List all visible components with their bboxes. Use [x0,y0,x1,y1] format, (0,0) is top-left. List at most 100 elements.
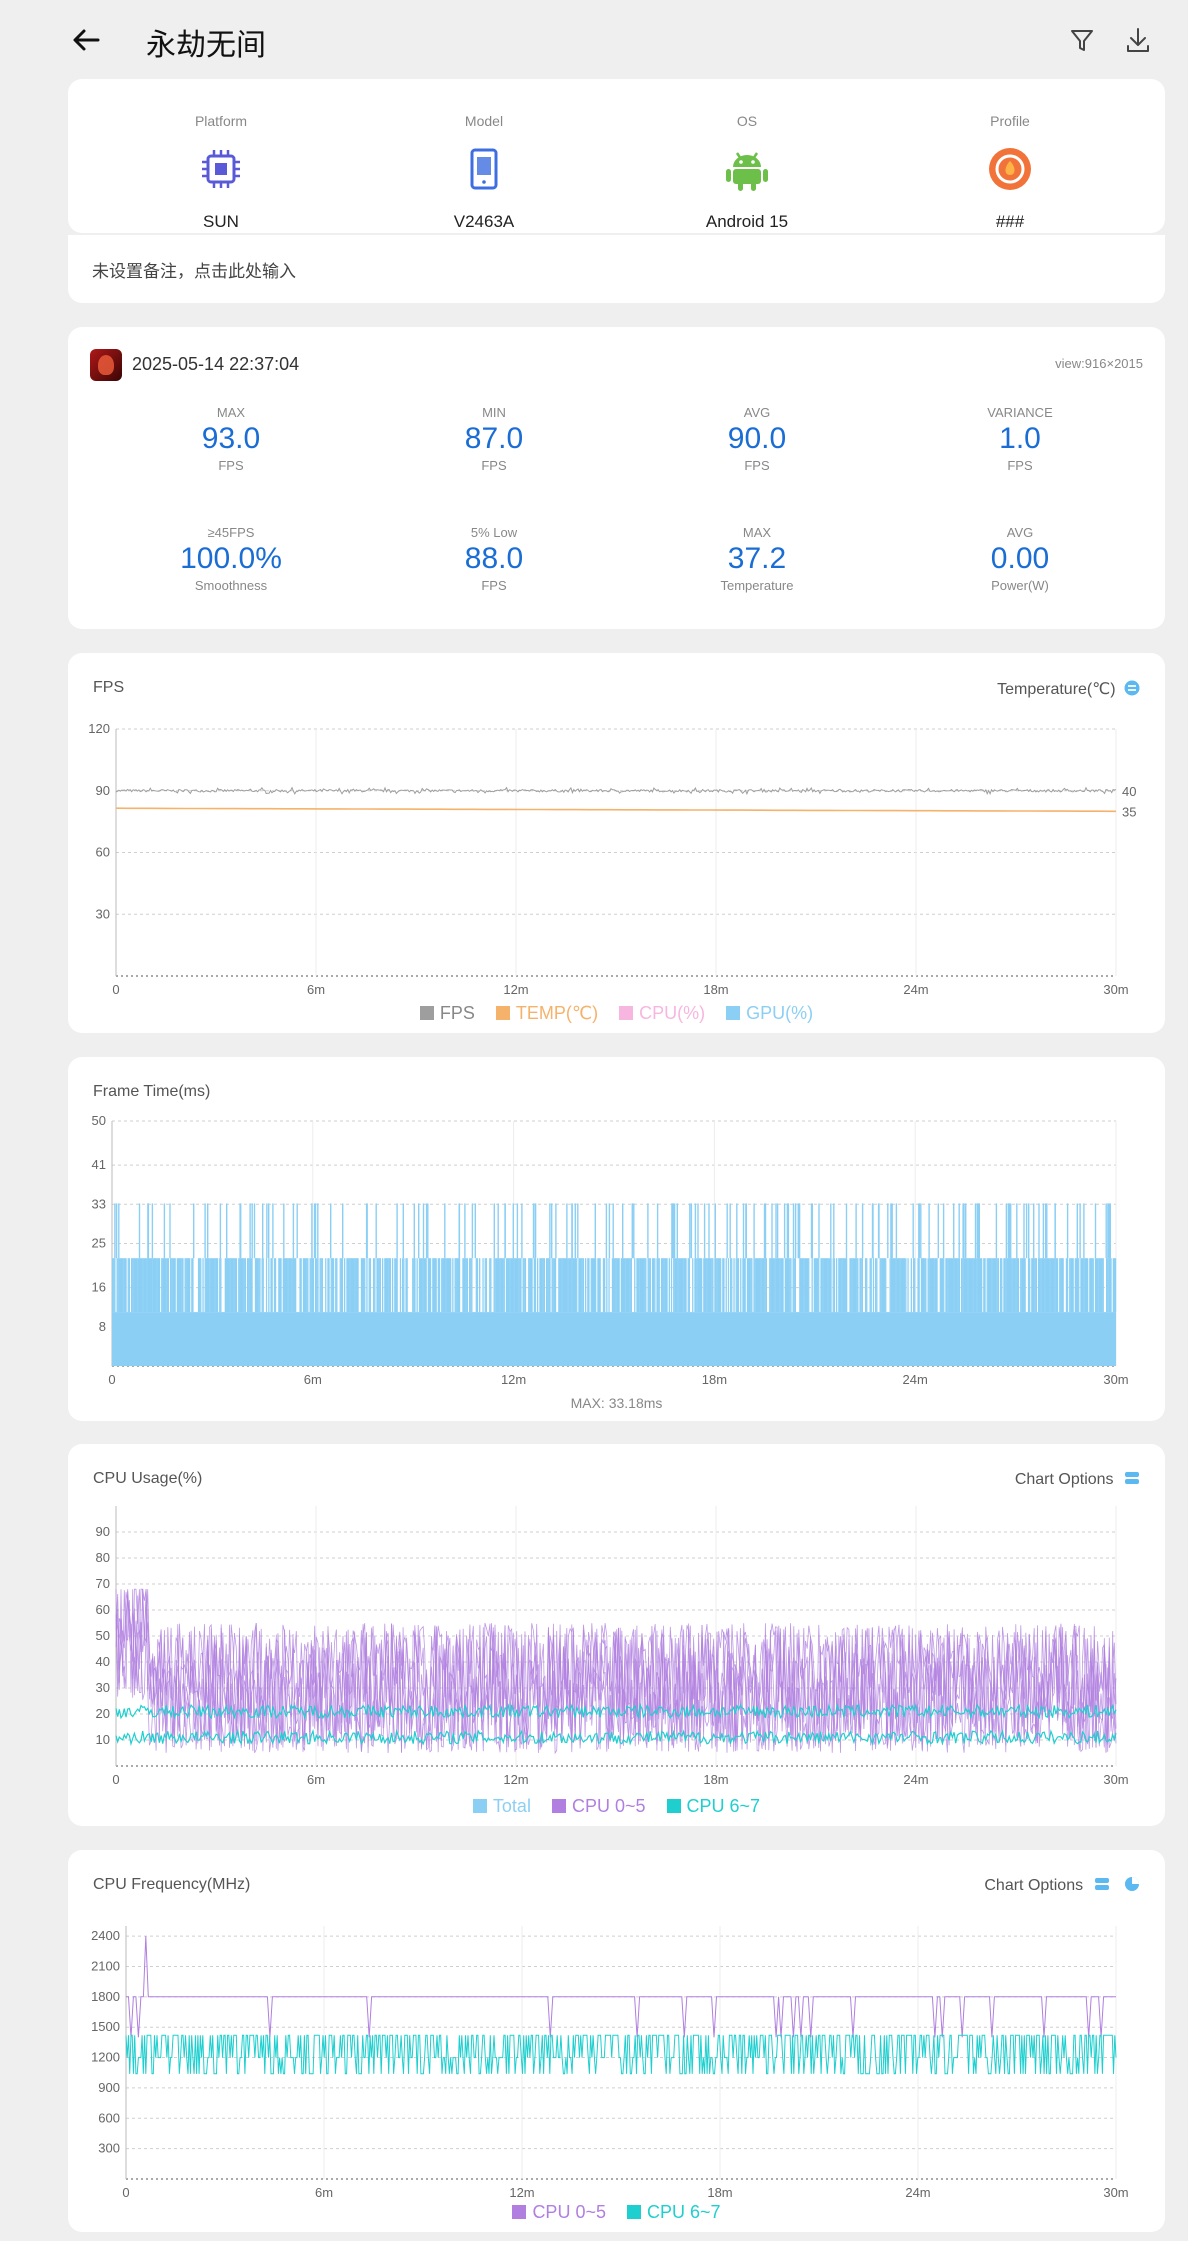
frametime-bar [620,1258,622,1313]
frametime-bar [435,1258,437,1313]
frametime-bar [676,1258,678,1313]
frametime-bar [500,1258,502,1313]
frametime-spike [1107,1203,1109,1259]
frametime-spike [918,1203,921,1259]
frametime-spike [504,1203,506,1259]
frametime-spike [845,1203,848,1259]
frametime-bar [560,1258,562,1313]
frametime-bar [1004,1258,1006,1313]
frametime-bar [280,1258,282,1313]
frametime-bar [482,1258,484,1313]
frametime-bar [1112,1258,1114,1313]
frametime-bar [258,1258,260,1313]
download-icon[interactable] [1120,22,1156,58]
frametime-bar [541,1258,543,1313]
frametime-spike [458,1203,461,1259]
frametime-spike [474,1203,476,1259]
frametime-bar [152,1258,154,1313]
legend-cpu05[interactable]: CPU 0~5 [512,2202,606,2222]
frametime-bar [1008,1258,1011,1313]
frametime-spike [425,1203,428,1259]
frametime-bar [1046,1258,1049,1313]
frametime-bar [822,1258,824,1313]
frametime-bar [1055,1258,1058,1313]
frametime-bar [678,1258,680,1313]
frametime-bar [1114,1258,1117,1313]
frametime-bar [572,1258,574,1313]
frametime-spike [855,1203,857,1259]
legend-gpu[interactable]: GPU(%) [726,1003,813,1023]
note-text[interactable]: 未设置备注，点击此处输入 [92,262,296,282]
frametime-bar [254,1258,257,1313]
chart-options-button[interactable]: Chart Options [1015,1470,1140,1489]
frametime-spike [895,1203,898,1259]
frametime-bar [714,1258,716,1313]
legend-cpu67[interactable]: CPU 6~7 [666,1796,760,1816]
frametime-spike [594,1203,596,1259]
back-arrow-icon[interactable] [68,22,104,58]
frametime-bar [125,1258,127,1313]
legend-fps[interactable]: FPS [419,1003,475,1023]
note-card[interactable]: 未设置备注，点击此处输入 [68,235,1165,303]
frametime-bar [1087,1258,1089,1313]
frametime-bar [645,1258,647,1313]
legend-temp[interactable]: TEMP(℃) [495,1003,598,1023]
frametime-bar [303,1258,306,1313]
frametime-bar [851,1258,853,1313]
frametime-bar [1014,1258,1016,1313]
temperature-toggle[interactable]: Temperature(℃) [997,679,1140,699]
y2-tick-label: 35 [1122,804,1136,819]
frametime-bar [225,1258,228,1313]
frametime-bar [369,1258,371,1313]
frametime-bar [771,1258,773,1313]
stat-unit: FPS [744,458,770,473]
frametime-bar [1048,1258,1050,1313]
frametime-bar [559,1258,561,1313]
frametime-bar [775,1258,778,1313]
frametime-bar [177,1258,180,1313]
frametime-bar [446,1258,448,1313]
frametime-bar [573,1258,576,1313]
frametime-bar [894,1258,896,1313]
frametime-bar [1098,1258,1100,1313]
frametime-bar [414,1258,416,1313]
frametime-bar [940,1258,943,1313]
frametime-bar [353,1258,355,1313]
frametime-bar [925,1258,927,1313]
frametime-bar [939,1258,941,1313]
frametime-spike [1007,1203,1010,1259]
x-tick-label: 18m [707,2185,732,2200]
frametime-bar [442,1258,444,1313]
frametime-spike [464,1203,466,1259]
frametime-bar [466,1258,468,1313]
frametime-bar [271,1258,273,1313]
frametime-bar [774,1258,776,1313]
frametime-bar [299,1258,301,1313]
pie-chart-icon[interactable] [1124,1876,1140,1892]
frametime-spike [965,1203,967,1259]
frametime-bar [1032,1258,1034,1313]
frametime-bar [997,1258,1000,1313]
frametime-bar [923,1258,925,1313]
top-bar: 永劫无间 [0,0,1188,80]
frametime-bar [1035,1258,1037,1313]
frametime-bar [429,1258,432,1313]
y-tick-label: 80 [96,1550,110,1565]
frametime-bar [231,1258,233,1313]
legend-total[interactable]: Total [472,1796,531,1816]
frametime-spike [798,1203,801,1259]
frametime-spike [313,1203,316,1259]
frametime-bar [593,1258,596,1313]
x-tick-label: 24m [903,982,928,997]
legend-cpu67[interactable]: CPU 6~7 [627,2202,721,2222]
frametime-bar [519,1258,521,1313]
frametime-bar [769,1258,771,1313]
frametime-bar [255,1258,258,1313]
legend-cpu05[interactable]: CPU 0~5 [551,1796,646,1816]
model-column: Model V2463A [384,79,584,232]
legend-cpu[interactable]: CPU(%) [619,1003,705,1023]
filter-icon[interactable] [1064,22,1100,58]
frametime-bar [339,1258,341,1313]
chart-options-button[interactable]: Chart Options [984,1876,1140,1895]
frametime-bar [413,1258,415,1313]
